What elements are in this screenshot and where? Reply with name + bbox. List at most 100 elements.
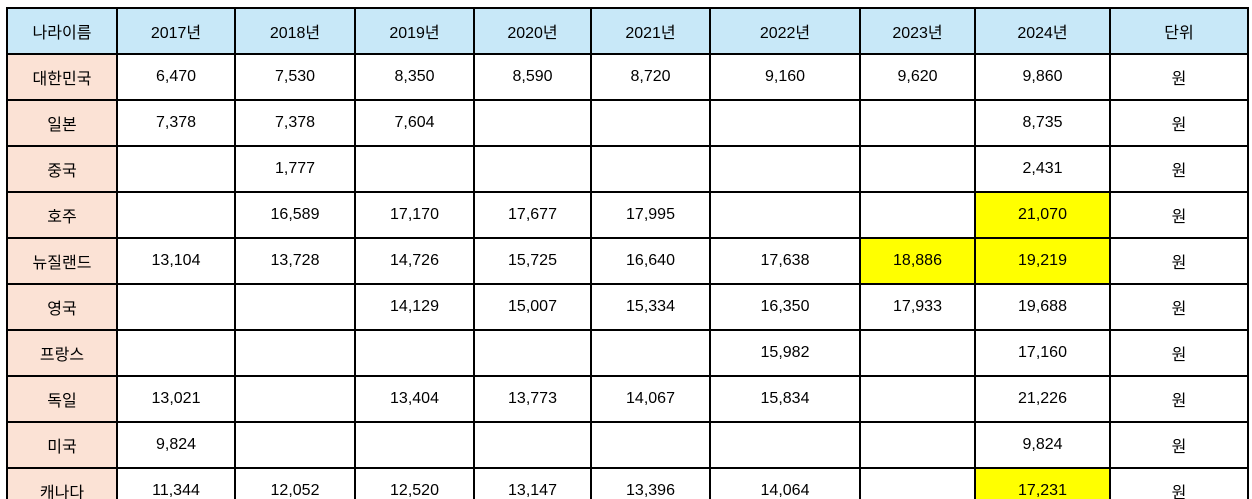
- country-cell: 영국: [6, 283, 118, 331]
- empty-value-cell: [116, 329, 236, 377]
- value-cell: 9,824: [116, 421, 236, 469]
- country-cell: 대한민국: [6, 53, 118, 101]
- empty-value-cell: [116, 191, 236, 239]
- country-cell: 프랑스: [6, 329, 118, 377]
- column-header-2020: 2020년: [473, 7, 592, 55]
- unit-cell: 원: [1109, 145, 1249, 193]
- header-row: 나라이름 2017년 2018년 2019년 2020년 2021년 2022년 2023년 2…: [6, 7, 1249, 55]
- highlighted-value-cell: 21,070: [974, 191, 1111, 239]
- value-cell: 8,590: [473, 53, 592, 101]
- column-header-2018: 2018년: [234, 7, 356, 55]
- value-cell: 17,170: [354, 191, 475, 239]
- unit-cell: 원: [1109, 237, 1249, 285]
- table-row-독일: 독일 13,021 13,404 13,773 14,067 15,834 21,226 원: [6, 375, 1249, 423]
- value-cell: 7,378: [116, 99, 236, 147]
- value-cell: 9,824: [974, 421, 1111, 469]
- empty-value-cell: [859, 467, 976, 499]
- value-cell: 14,064: [709, 467, 861, 499]
- empty-value-cell: [859, 329, 976, 377]
- unit-cell: 원: [1109, 467, 1249, 499]
- value-cell: 15,982: [709, 329, 861, 377]
- country-cell: 뉴질랜드: [6, 237, 118, 285]
- value-cell: 14,726: [354, 237, 475, 285]
- column-header-unit: 단위: [1109, 7, 1249, 55]
- unit-cell: 원: [1109, 283, 1249, 331]
- value-cell: 12,052: [234, 467, 356, 499]
- value-cell: 17,638: [709, 237, 861, 285]
- empty-value-cell: [354, 421, 475, 469]
- value-cell: 15,007: [473, 283, 592, 331]
- value-cell: 7,378: [234, 99, 356, 147]
- empty-value-cell: [234, 329, 356, 377]
- unit-cell: 원: [1109, 99, 1249, 147]
- empty-value-cell: [859, 191, 976, 239]
- empty-value-cell: [859, 375, 976, 423]
- highlighted-value-cell: 17,231: [974, 467, 1111, 499]
- value-cell: 14,067: [590, 375, 711, 423]
- empty-value-cell: [116, 145, 236, 193]
- column-header-2021: 2021년: [590, 7, 711, 55]
- column-header-2017: 2017년: [116, 7, 236, 55]
- value-cell: 17,160: [974, 329, 1111, 377]
- country-cell: 캐나다: [6, 467, 118, 499]
- value-cell: 14,129: [354, 283, 475, 331]
- column-header-2023: 2023년: [859, 7, 976, 55]
- value-cell: 13,404: [354, 375, 475, 423]
- highlighted-value-cell: 18,886: [859, 237, 976, 285]
- empty-value-cell: [590, 329, 711, 377]
- unit-cell: 원: [1109, 375, 1249, 423]
- table-row-프랑스: 프랑스 15,982 17,160 원: [6, 329, 1249, 377]
- value-cell: 12,520: [354, 467, 475, 499]
- value-cell: 13,396: [590, 467, 711, 499]
- value-cell: 15,334: [590, 283, 711, 331]
- empty-value-cell: [234, 375, 356, 423]
- value-cell: 1,777: [234, 145, 356, 193]
- empty-value-cell: [590, 145, 711, 193]
- value-cell: 11,344: [116, 467, 236, 499]
- empty-value-cell: [473, 329, 592, 377]
- value-cell: 8,350: [354, 53, 475, 101]
- empty-value-cell: [709, 145, 861, 193]
- empty-value-cell: [473, 99, 592, 147]
- table-row-대한민국: 대한민국 6,470 7,530 8,350 8,590 8,720 9,160 9,620 9…: [6, 53, 1249, 101]
- value-cell: 9,860: [974, 53, 1111, 101]
- country-cell: 일본: [6, 99, 118, 147]
- empty-value-cell: [116, 283, 236, 331]
- value-cell: 16,640: [590, 237, 711, 285]
- unit-cell: 원: [1109, 421, 1249, 469]
- value-cell: 2,431: [974, 145, 1111, 193]
- table-row-일본: 일본 7,378 7,378 7,604 8,735 원: [6, 99, 1249, 147]
- empty-value-cell: [709, 191, 861, 239]
- table-row-영국: 영국 14,129 15,007 15,334 16,350 17,933 19,688 원: [6, 283, 1249, 331]
- value-cell: 15,725: [473, 237, 592, 285]
- country-cell: 독일: [6, 375, 118, 423]
- value-cell: 9,160: [709, 53, 861, 101]
- country-cell: 중국: [6, 145, 118, 193]
- empty-value-cell: [709, 99, 861, 147]
- value-cell: 13,104: [116, 237, 236, 285]
- value-cell: 17,677: [473, 191, 592, 239]
- table-row-호주: 호주 16,589 17,170 17,677 17,995 21,070 원: [6, 191, 1249, 239]
- empty-value-cell: [234, 283, 356, 331]
- country-cell: 호주: [6, 191, 118, 239]
- value-cell: 9,620: [859, 53, 976, 101]
- empty-value-cell: [354, 145, 475, 193]
- empty-value-cell: [590, 99, 711, 147]
- value-cell: 17,933: [859, 283, 976, 331]
- empty-value-cell: [709, 421, 861, 469]
- unit-cell: 원: [1109, 329, 1249, 377]
- value-cell: 16,350: [709, 283, 861, 331]
- value-cell: 7,604: [354, 99, 475, 147]
- value-cell: 21,226: [974, 375, 1111, 423]
- column-header-2022: 2022년: [709, 7, 861, 55]
- empty-value-cell: [473, 145, 592, 193]
- value-cell: 19,688: [974, 283, 1111, 331]
- empty-value-cell: [859, 145, 976, 193]
- table-row-중국: 중국 1,777 2,431 원: [6, 145, 1249, 193]
- table-row-뉴질랜드: 뉴질랜드 13,104 13,728 14,726 15,725 16,640 17,638…: [6, 237, 1249, 285]
- column-header-country-name: 나라이름: [6, 7, 118, 55]
- highlighted-value-cell: 19,219: [974, 237, 1111, 285]
- minimum-wage-by-country-table: 나라이름 2017년 2018년 2019년 2020년 2021년 2022년 2023년 2…: [6, 7, 1249, 499]
- value-cell: 15,834: [709, 375, 861, 423]
- value-cell: 13,728: [234, 237, 356, 285]
